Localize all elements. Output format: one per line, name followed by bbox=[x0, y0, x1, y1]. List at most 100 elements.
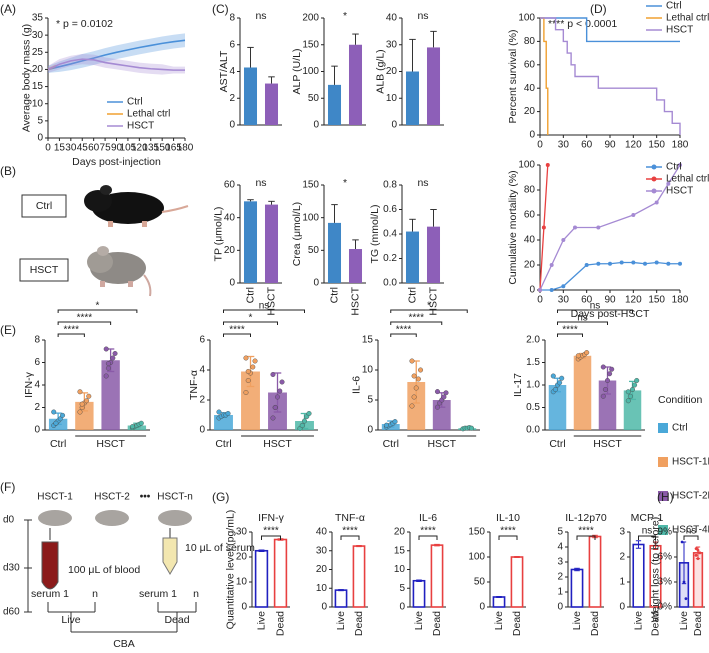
sig-bracket bbox=[390, 309, 468, 313]
bar bbox=[407, 382, 426, 430]
x-tick-label: 165 bbox=[165, 143, 182, 154]
point bbox=[270, 415, 276, 421]
x-tick-label: 0 bbox=[45, 143, 51, 154]
point bbox=[216, 409, 222, 415]
error-band bbox=[48, 33, 185, 73]
point bbox=[596, 261, 601, 266]
point bbox=[411, 394, 417, 400]
y-tick-label: 0 bbox=[529, 130, 535, 141]
sig-bracket bbox=[576, 535, 596, 540]
y-tick-label: 100 bbox=[302, 212, 319, 223]
y-tick-label: 150 bbox=[302, 39, 319, 50]
point bbox=[632, 382, 638, 388]
y-tick-label: 30 bbox=[316, 545, 328, 556]
significance: ns bbox=[590, 301, 601, 312]
y-axis-label: Average body mass (g) bbox=[21, 24, 33, 132]
y-axis-label: Weight loss (to before) bbox=[650, 517, 662, 622]
survival-curve bbox=[540, 17, 549, 135]
survival-curve bbox=[540, 17, 681, 135]
sig-bracket bbox=[683, 535, 699, 540]
legend-label: HSCT bbox=[666, 186, 693, 197]
y-tick-label: 25 bbox=[32, 47, 44, 58]
point bbox=[550, 373, 556, 379]
x-tick-label: 120 bbox=[625, 295, 642, 306]
legend-label: HSCT bbox=[127, 121, 154, 132]
y-axis-label: Cumulative mortality (%) bbox=[507, 170, 519, 284]
significance: **** bbox=[229, 325, 245, 336]
point bbox=[277, 388, 283, 394]
chart-title: IFN-γ bbox=[258, 512, 284, 524]
point bbox=[86, 393, 92, 399]
point bbox=[631, 260, 636, 265]
legend-marker bbox=[651, 164, 657, 170]
bar bbox=[75, 401, 94, 430]
x-tick-label: Live bbox=[493, 611, 505, 630]
serum-label: 10 μL of serum bbox=[185, 542, 255, 554]
significance: **** bbox=[578, 526, 594, 537]
y-tick-label: 0 bbox=[399, 602, 405, 613]
y-tick-label: 0 bbox=[229, 278, 235, 289]
x-tick-label: 60 bbox=[581, 140, 593, 151]
outcome-label: Live bbox=[61, 614, 80, 626]
x-tick-label: 180 bbox=[177, 143, 194, 154]
blood-tube bbox=[41, 541, 59, 590]
point bbox=[694, 553, 698, 557]
x-tick-label: Dead bbox=[692, 611, 704, 636]
x-tick-label: Live bbox=[632, 611, 644, 630]
significance: * bbox=[427, 301, 431, 312]
y-tick-label: 1.5 bbox=[526, 357, 540, 368]
group-label: Ctrl bbox=[549, 438, 565, 450]
sig-bracket bbox=[223, 321, 278, 325]
y-tick-label: 40 bbox=[316, 527, 328, 538]
point bbox=[678, 163, 682, 167]
chart-title: TNF-α bbox=[335, 512, 365, 524]
panel-label: (H) bbox=[657, 490, 674, 504]
point bbox=[129, 424, 135, 430]
point bbox=[625, 398, 631, 404]
point bbox=[243, 390, 249, 396]
group-label: HSCT bbox=[263, 438, 292, 450]
point bbox=[415, 376, 421, 382]
bar bbox=[492, 596, 506, 608]
point bbox=[103, 346, 109, 352]
x-tick-label: Live bbox=[255, 611, 267, 630]
y-tick-label: 40 bbox=[386, 13, 398, 24]
y-tick-label: 0 bbox=[229, 120, 235, 131]
bar bbox=[254, 549, 269, 608]
legend-label: HSCT-1M bbox=[672, 457, 709, 468]
significance: ns bbox=[686, 526, 697, 537]
point bbox=[51, 409, 57, 415]
point bbox=[392, 419, 398, 425]
point bbox=[105, 361, 111, 367]
x-tick-label: 120 bbox=[625, 140, 642, 151]
bar bbox=[405, 71, 420, 125]
point bbox=[409, 358, 415, 364]
panel-label: (G) bbox=[212, 490, 229, 504]
point bbox=[409, 403, 415, 409]
y-tick-label: 0 bbox=[34, 425, 40, 436]
point bbox=[678, 261, 682, 266]
significance: * bbox=[343, 10, 347, 22]
significance: **** bbox=[562, 325, 578, 336]
point bbox=[250, 364, 256, 370]
x-tick-label: Live bbox=[413, 611, 425, 630]
sig-bracket bbox=[638, 535, 656, 540]
point bbox=[243, 355, 249, 361]
y-tick-label: 0 bbox=[557, 602, 563, 613]
point bbox=[110, 355, 116, 361]
point bbox=[666, 181, 671, 186]
y-tick-label: 0 bbox=[367, 425, 373, 436]
point bbox=[279, 379, 285, 385]
x-tick-label: 150 bbox=[154, 143, 171, 154]
y-tick-label: 0 bbox=[619, 602, 625, 613]
sig-bracket bbox=[223, 333, 251, 337]
y-tick-label: 1 bbox=[557, 587, 563, 598]
y-tick-label: 30 bbox=[236, 527, 248, 538]
y-tick-label: 10 bbox=[32, 98, 44, 109]
y-tick-label: 2 bbox=[199, 395, 205, 406]
bar bbox=[352, 545, 366, 608]
y-tick-label: 100 bbox=[468, 552, 485, 563]
y-axis-label: Crea (μmol/L) bbox=[291, 202, 303, 266]
y-tick-label: 10 bbox=[394, 564, 406, 575]
y-tick-label: 2 bbox=[34, 402, 40, 413]
